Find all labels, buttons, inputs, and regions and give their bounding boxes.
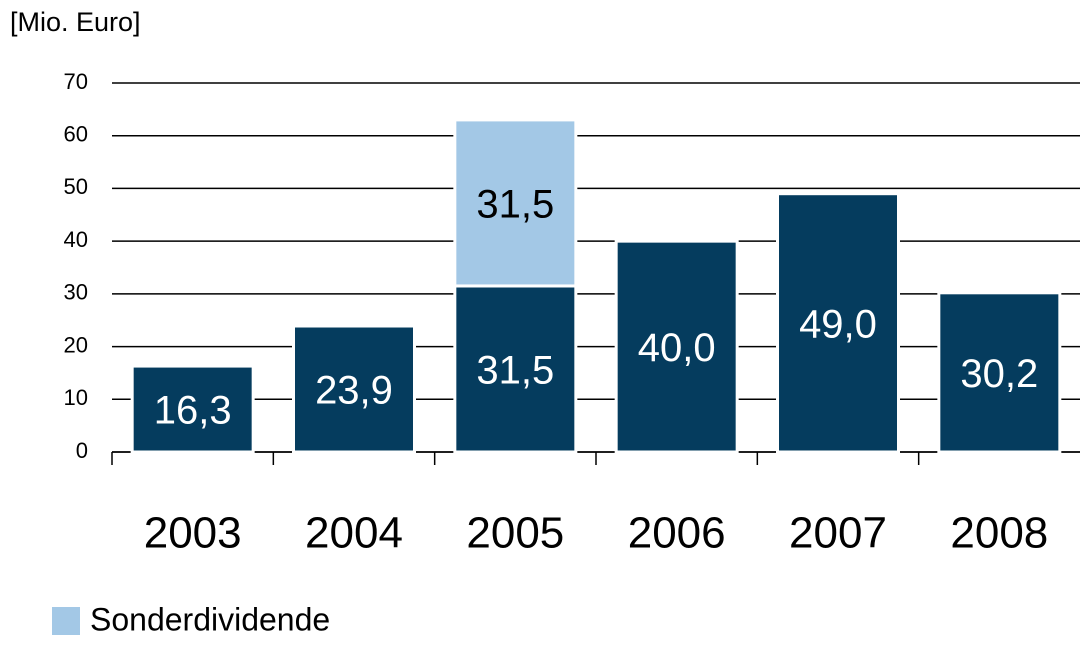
value-label: 40,0	[638, 326, 716, 370]
bar	[937, 291, 1062, 454]
y-tick-label: 70	[64, 69, 88, 94]
bar	[453, 118, 578, 288]
x-tick-label: 2003	[144, 509, 242, 558]
y-tick-label: 50	[64, 174, 88, 199]
y-tick-label: 30	[64, 280, 88, 305]
x-tick-label: 2004	[305, 509, 403, 558]
x-tick-label: 2005	[466, 509, 564, 558]
legend-label: Sonderdividende	[90, 601, 330, 637]
y-tick-label: 0	[76, 438, 88, 463]
value-label: 30,2	[960, 352, 1038, 396]
value-label: 49,0	[799, 302, 877, 346]
y-tick-label: 60	[64, 122, 88, 147]
bar	[130, 364, 255, 454]
y-tick-label: 40	[64, 227, 88, 252]
value-label: 31,5	[476, 182, 554, 226]
bar	[614, 239, 739, 454]
y-tick-label: 20	[64, 332, 88, 357]
x-tick-label: 2008	[950, 509, 1048, 558]
y-tick-label: 10	[64, 385, 88, 410]
x-tick-label: 2006	[628, 509, 726, 558]
value-label: 31,5	[476, 349, 554, 393]
y-axis-label: [Mio. Euro]	[10, 7, 141, 37]
bar	[776, 192, 900, 454]
value-label: 23,9	[315, 369, 393, 413]
bar	[292, 324, 416, 454]
x-tick-label: 2007	[789, 509, 887, 558]
bar	[453, 284, 578, 454]
value-label: 16,3	[154, 389, 232, 433]
legend-swatch	[52, 607, 80, 635]
